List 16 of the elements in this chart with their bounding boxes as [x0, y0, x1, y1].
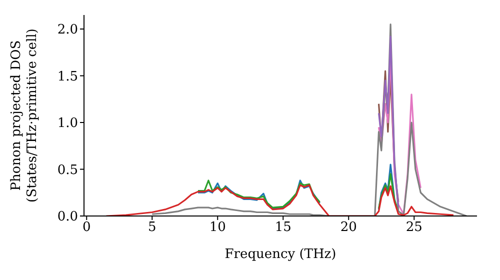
x-tick-label: 15 — [274, 220, 292, 236]
y-axis-title: Phonon projected DOS (States/THz·primitive cell) — [9, 28, 40, 203]
y-tick-label: 1.0 — [57, 116, 78, 132]
x-tick-label: 20 — [340, 220, 357, 236]
x-tick-label: 10 — [209, 220, 226, 236]
y-tick-label: 2.0 — [57, 22, 78, 38]
x-tick-label: 25 — [406, 220, 422, 236]
x-tick-label: 0 — [82, 220, 91, 236]
line-series — [105, 184, 454, 216]
line-series — [151, 24, 468, 216]
y-tick-label: 1.5 — [57, 69, 78, 84]
y-tick-label: 0.5 — [57, 162, 78, 178]
x-tick-label: 5 — [148, 220, 156, 236]
y-tick-label: 0.0 — [57, 210, 78, 225]
line-series — [378, 36, 400, 208]
x-axis-title: Frequency (THz) — [224, 247, 336, 262]
